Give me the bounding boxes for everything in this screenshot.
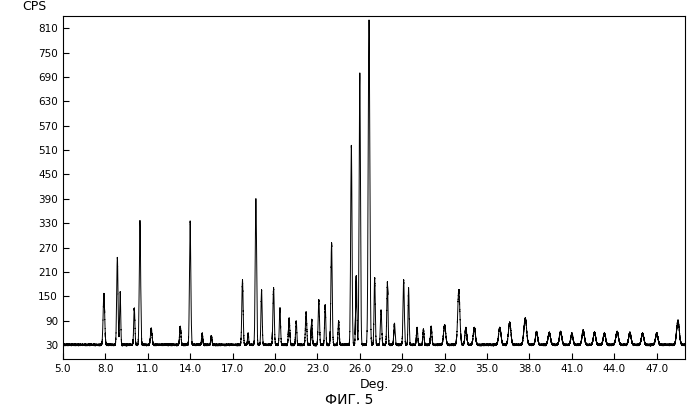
X-axis label: Deg.: Deg. [359, 378, 389, 391]
Text: CPS: CPS [22, 0, 47, 13]
Text: ФИГ. 5: ФИГ. 5 [325, 393, 374, 407]
